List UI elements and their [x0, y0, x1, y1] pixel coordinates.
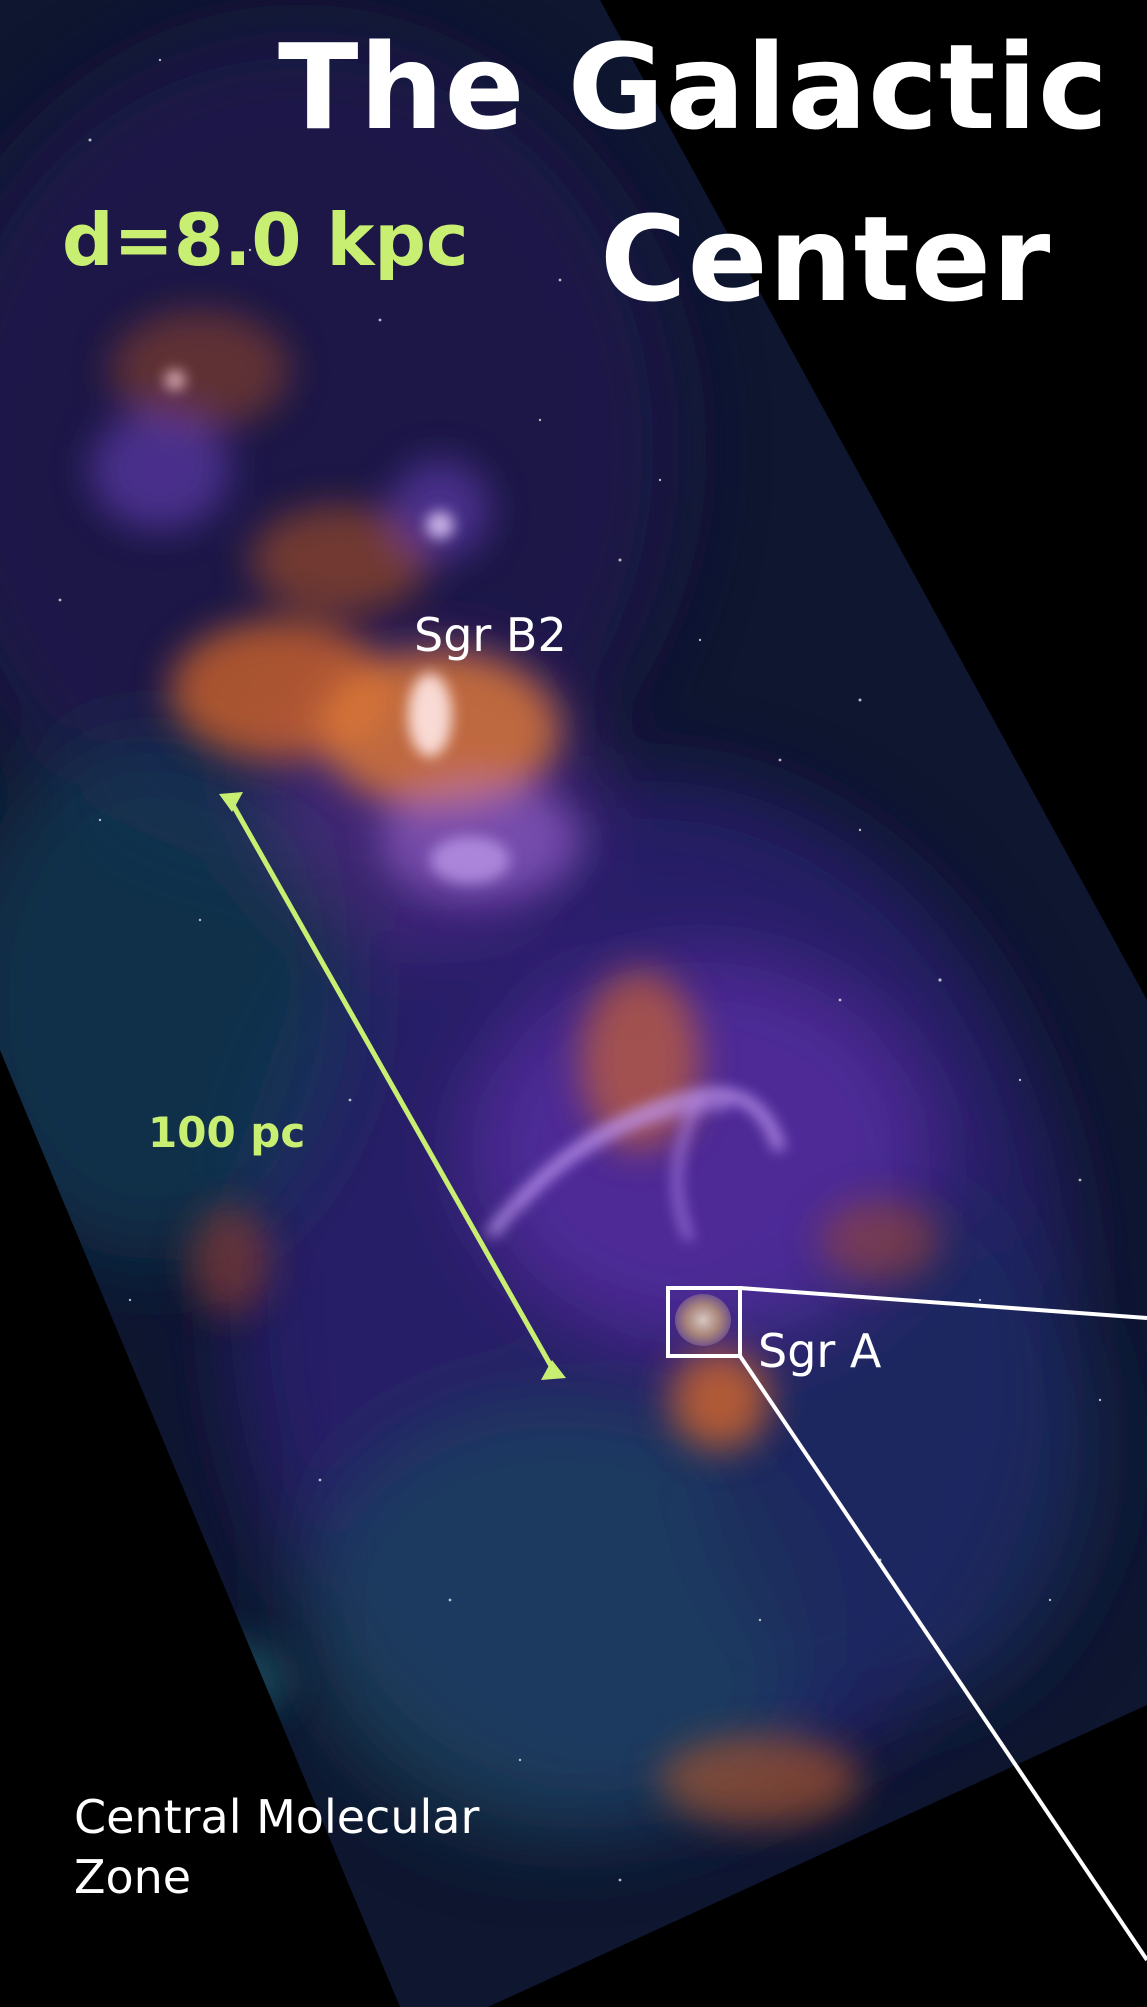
cmz-label-line-2: Zone: [74, 1850, 192, 1904]
sgr-b2-label: Sgr B2: [414, 608, 567, 662]
sgr-a-box: [666, 1286, 742, 1358]
distance-label: d=8.0 kpc: [62, 198, 469, 282]
scale-bar: [219, 792, 566, 1380]
sgr-a-label: Sgr A: [758, 1324, 882, 1378]
title-line-2: Center: [600, 190, 1052, 328]
cmz-label-line-1: Central Molecular: [74, 1790, 480, 1844]
zoom-lines: [738, 1286, 1147, 1962]
radio-filaments: [165, 370, 786, 1242]
title-line-1: The Galactic: [278, 18, 1109, 156]
scale-bar-label: 100 pc: [148, 1108, 306, 1157]
